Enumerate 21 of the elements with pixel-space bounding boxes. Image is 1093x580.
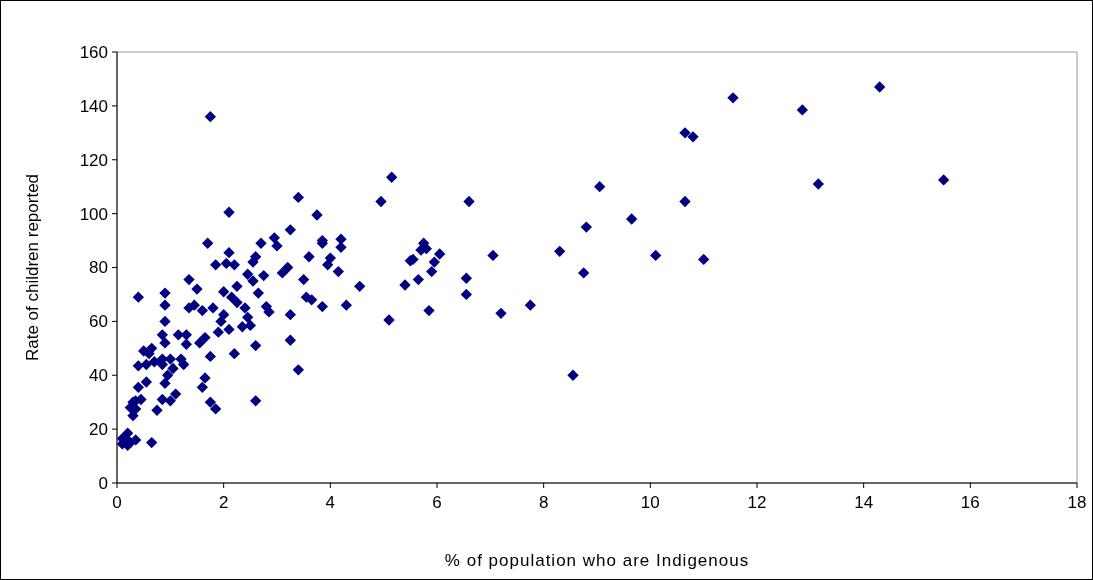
y-tick-label: 120 bbox=[79, 150, 108, 170]
y-tick-label: 20 bbox=[89, 420, 108, 440]
y-tick-label: 60 bbox=[89, 312, 108, 332]
x-tick-label: 6 bbox=[432, 493, 442, 512]
x-tick-label: 8 bbox=[538, 493, 549, 512]
x-tick-label: 10 bbox=[640, 493, 660, 512]
x-tick-label: 12 bbox=[747, 493, 767, 512]
y-tick-label: 0 bbox=[98, 473, 108, 493]
y-axis-title: Rate of children reported bbox=[23, 173, 42, 362]
y-tick-label: 160 bbox=[79, 42, 108, 62]
x-tick-label: 4 bbox=[325, 493, 336, 512]
y-tick-label: 80 bbox=[89, 258, 108, 278]
y-tick-label: 140 bbox=[79, 96, 108, 116]
y-tick-label: 100 bbox=[79, 204, 108, 224]
x-tick-label: 0 bbox=[112, 493, 122, 512]
x-tick-label: 18 bbox=[1067, 493, 1087, 512]
x-tick-label: 2 bbox=[218, 493, 229, 512]
x-tick-label: 14 bbox=[854, 493, 874, 512]
x-tick-label: 16 bbox=[960, 493, 980, 512]
y-tick-label: 40 bbox=[89, 366, 108, 386]
x-axis-title: % of population who are Indigenous bbox=[444, 551, 750, 570]
